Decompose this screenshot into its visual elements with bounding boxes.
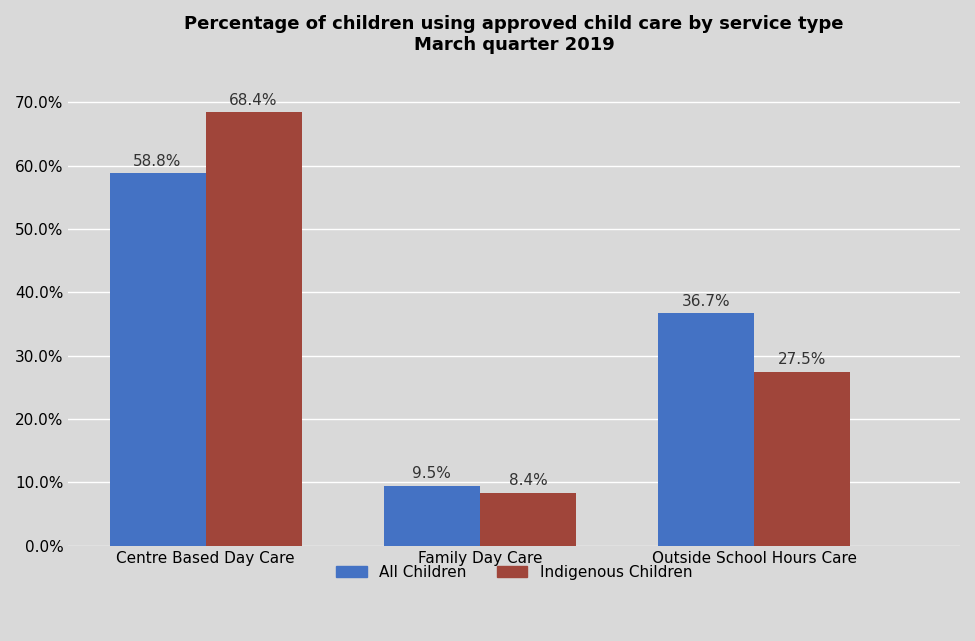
Text: 58.8%: 58.8% xyxy=(134,154,181,169)
Bar xyxy=(109,173,206,546)
Text: 8.4%: 8.4% xyxy=(509,473,547,488)
Text: 27.5%: 27.5% xyxy=(778,352,827,367)
Bar xyxy=(480,492,576,546)
Bar xyxy=(384,486,480,546)
Legend: All Children, Indigenous Children: All Children, Indigenous Children xyxy=(331,558,698,586)
Text: 9.5%: 9.5% xyxy=(412,466,451,481)
Text: 36.7%: 36.7% xyxy=(682,294,730,309)
Bar xyxy=(206,112,301,546)
Bar xyxy=(755,372,850,546)
Title: Percentage of children using approved child care by service type
March quarter 2: Percentage of children using approved ch… xyxy=(184,15,844,54)
Bar xyxy=(658,313,755,546)
Text: 68.4%: 68.4% xyxy=(229,93,278,108)
